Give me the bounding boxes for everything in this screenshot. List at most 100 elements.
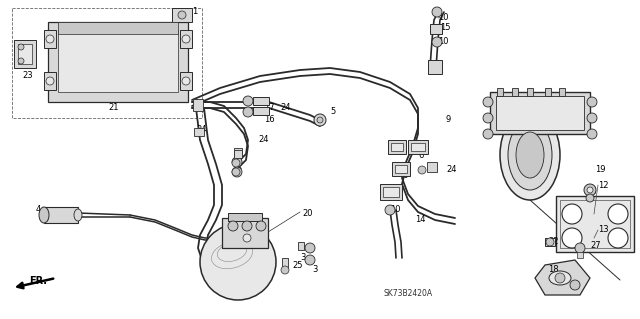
Text: 17: 17	[264, 103, 275, 113]
Text: 3: 3	[236, 159, 241, 167]
Text: 24: 24	[196, 125, 207, 135]
Ellipse shape	[74, 209, 82, 221]
Circle shape	[555, 273, 565, 283]
Bar	[234, 150, 242, 158]
Text: 12: 12	[598, 181, 609, 189]
Bar	[172, 8, 192, 22]
Text: 7: 7	[396, 144, 401, 152]
Bar	[48, 22, 188, 102]
Text: SK73B2420A: SK73B2420A	[384, 290, 433, 299]
Circle shape	[317, 117, 323, 123]
Bar	[545, 88, 551, 96]
Circle shape	[608, 204, 628, 224]
Circle shape	[178, 11, 186, 19]
Circle shape	[243, 96, 253, 106]
Bar	[253, 97, 269, 105]
Bar	[18, 44, 32, 64]
Bar	[44, 30, 56, 48]
Ellipse shape	[516, 132, 544, 178]
Circle shape	[18, 58, 24, 64]
Text: 1: 1	[192, 8, 197, 17]
Text: 10: 10	[438, 38, 449, 47]
Text: FR.: FR.	[29, 276, 47, 286]
Text: 19: 19	[595, 166, 605, 174]
Bar	[527, 88, 533, 96]
Text: 2: 2	[236, 149, 241, 158]
Bar	[12, 8, 202, 118]
Text: 4: 4	[36, 205, 41, 214]
Bar	[408, 140, 428, 154]
Bar	[58, 30, 178, 92]
Ellipse shape	[549, 271, 571, 285]
Text: 3: 3	[236, 167, 241, 176]
Bar	[428, 60, 442, 74]
Bar	[496, 96, 584, 130]
Bar	[391, 143, 403, 151]
Bar	[44, 72, 56, 90]
Circle shape	[182, 77, 190, 85]
Ellipse shape	[500, 110, 560, 200]
Bar	[497, 88, 503, 96]
Bar	[559, 88, 565, 96]
Bar	[380, 184, 402, 200]
Bar	[282, 258, 288, 270]
Bar	[234, 148, 242, 156]
Text: 21: 21	[108, 103, 118, 113]
Text: 8: 8	[392, 189, 397, 197]
Text: 6: 6	[402, 170, 408, 180]
Circle shape	[228, 221, 238, 231]
Circle shape	[587, 113, 597, 123]
Circle shape	[483, 97, 493, 107]
Circle shape	[562, 204, 582, 224]
Bar	[14, 40, 36, 68]
Bar	[193, 99, 203, 111]
Circle shape	[575, 243, 585, 253]
Circle shape	[232, 168, 240, 176]
Circle shape	[546, 238, 554, 246]
Text: 3: 3	[312, 265, 317, 275]
Text: 26: 26	[586, 188, 596, 197]
Circle shape	[432, 37, 442, 47]
Circle shape	[483, 129, 493, 139]
Bar	[58, 22, 178, 34]
Text: 2: 2	[298, 243, 303, 253]
Circle shape	[385, 205, 395, 215]
Circle shape	[232, 159, 240, 167]
Circle shape	[242, 221, 252, 231]
Bar	[577, 252, 583, 258]
Circle shape	[584, 184, 596, 196]
Bar	[44, 207, 78, 223]
Circle shape	[46, 77, 54, 85]
Circle shape	[232, 167, 242, 177]
Text: 11: 11	[520, 110, 531, 120]
Text: 5: 5	[330, 108, 335, 116]
Circle shape	[256, 221, 266, 231]
Circle shape	[587, 187, 593, 193]
Circle shape	[46, 35, 54, 43]
Bar	[388, 140, 406, 154]
Ellipse shape	[39, 207, 49, 223]
Polygon shape	[535, 260, 590, 295]
Bar	[298, 242, 304, 250]
Text: 15: 15	[440, 24, 451, 33]
Bar	[395, 165, 407, 173]
Circle shape	[305, 243, 315, 253]
Bar	[545, 238, 555, 246]
Text: 13: 13	[598, 226, 609, 234]
Text: 14: 14	[415, 216, 426, 225]
Circle shape	[586, 194, 594, 202]
Circle shape	[18, 44, 24, 50]
Circle shape	[243, 107, 253, 117]
Circle shape	[587, 129, 597, 139]
Text: 18: 18	[548, 265, 559, 275]
Text: 25: 25	[292, 261, 303, 270]
Circle shape	[418, 166, 426, 174]
Circle shape	[483, 113, 493, 123]
Text: 24: 24	[280, 103, 291, 113]
Bar	[411, 143, 425, 151]
Text: 10: 10	[390, 205, 401, 214]
Circle shape	[305, 255, 315, 265]
Circle shape	[587, 97, 597, 107]
Circle shape	[182, 35, 190, 43]
Circle shape	[608, 228, 628, 248]
